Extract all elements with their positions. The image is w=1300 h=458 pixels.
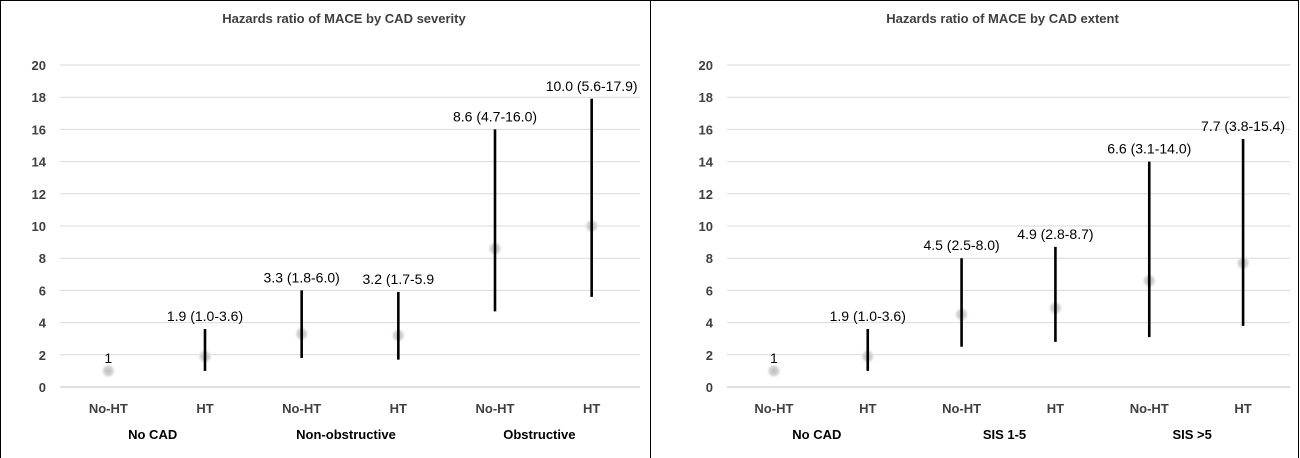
y-tick-label: 8	[706, 251, 713, 266]
x-tick-label: HT	[1047, 401, 1064, 416]
y-tick-label: 18	[699, 90, 713, 105]
y-tick-label: 14	[32, 155, 47, 170]
y-tick-label: 18	[32, 90, 46, 105]
data-label: 4.5 (2.5-8.0)	[923, 237, 999, 253]
data-label: 1	[770, 350, 778, 366]
x-tick-label: HT	[1234, 401, 1251, 416]
chart-cad-severity: Hazards ratio of MACE by CAD severity 0 2 4…	[32, 11, 640, 442]
chart-title: Hazards ratio of MACE by CAD severity	[222, 11, 466, 26]
data-label: 1.9 (1.0-3.6)	[830, 308, 906, 324]
group-label: SIS 1-5	[983, 427, 1026, 442]
y-tick-label: 6	[39, 283, 46, 298]
y-tick-label: 4	[39, 316, 47, 331]
y-tick-label: 16	[32, 122, 46, 137]
x-tick-label: No-HT	[942, 401, 981, 416]
group-label: Obstructive	[503, 427, 575, 442]
x-tick-label: No-HT	[476, 401, 515, 416]
group-label: Non-obstructive	[296, 427, 396, 442]
data-label: 7.7 (3.8-15.4)	[1201, 118, 1285, 134]
data-label: 3.2 (1.7-5.9	[363, 271, 435, 287]
y-tick-label: 10	[32, 219, 46, 234]
group-label: No CAD	[128, 427, 177, 442]
x-tick-label: HT	[196, 401, 213, 416]
data-label: 3.3 (1.8-6.0)	[264, 269, 340, 285]
y-tick-label: 20	[32, 58, 46, 73]
data-label: 6.6 (3.1-14.0)	[1107, 141, 1191, 157]
group-label: SIS >5	[1172, 427, 1211, 442]
x-tick-label: HT	[583, 401, 600, 416]
y-tick-label: 6	[706, 283, 713, 298]
x-tick-label: No-HT	[89, 401, 128, 416]
point-estimate	[100, 362, 117, 379]
y-tick-label: 4	[706, 316, 714, 331]
x-tick-label: No-HT	[754, 401, 793, 416]
data-label: 1	[104, 350, 112, 366]
y-tick-label: 16	[699, 122, 713, 137]
x-tick-label: No-HT	[282, 401, 321, 416]
group-label: No CAD	[792, 427, 841, 442]
data-label: 8.6 (4.7-16.0)	[453, 108, 537, 124]
data-label: 1.9 (1.0-3.6)	[167, 308, 243, 324]
x-tick-label: HT	[859, 401, 876, 416]
y-tick-label: 2	[39, 348, 46, 363]
y-tick-label: 8	[39, 251, 46, 266]
y-tick-label: 0	[39, 380, 46, 395]
y-tick-label: 0	[706, 380, 713, 395]
y-tick-label: 10	[699, 219, 713, 234]
x-tick-label: No-HT	[1130, 401, 1169, 416]
panel-divider	[650, 0, 651, 458]
y-tick-label: 12	[32, 187, 46, 202]
chart-cad-extent: Hazards ratio of MACE by CAD extent 0 2 4 6 8…	[699, 11, 1290, 442]
point-estimate	[765, 362, 782, 379]
data-label: 4.9 (2.8-8.7)	[1017, 226, 1093, 242]
y-tick-label: 14	[699, 155, 714, 170]
data-label: 10.0 (5.6-17.9)	[546, 78, 638, 94]
x-tick-label: HT	[390, 401, 407, 416]
y-tick-label: 20	[699, 58, 713, 73]
y-tick-label: 12	[699, 187, 713, 202]
y-tick-label: 2	[706, 348, 713, 363]
chart-title: Hazards ratio of MACE by CAD extent	[886, 11, 1119, 26]
